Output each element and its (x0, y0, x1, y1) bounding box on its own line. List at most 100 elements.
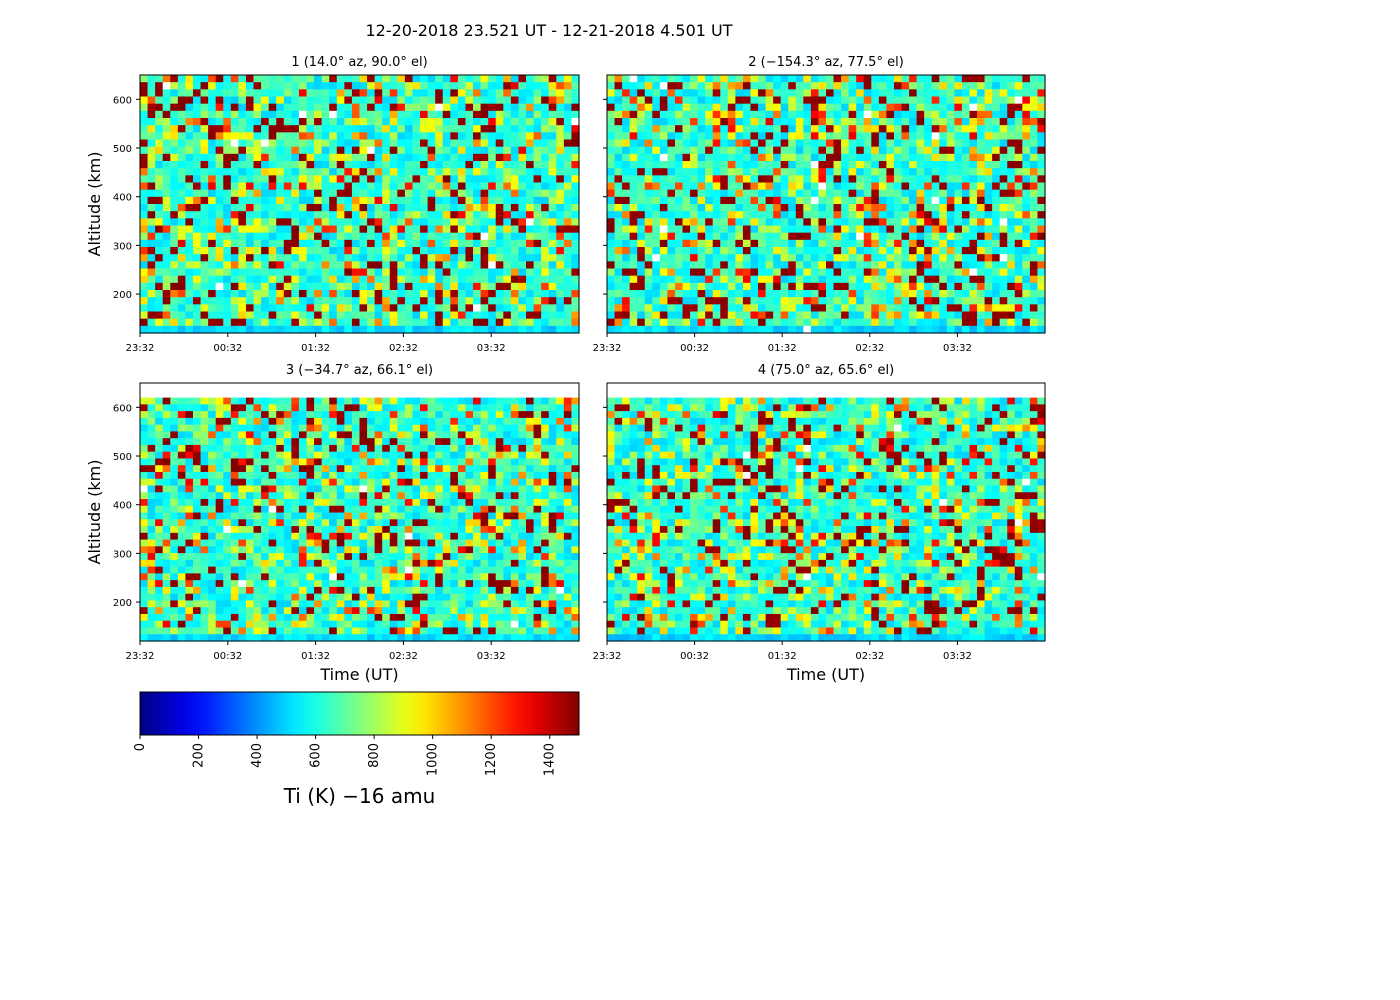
heatmap-cell (245, 153, 255, 162)
heatmap-cell (720, 282, 729, 291)
heatmap-cell (268, 304, 277, 313)
heatmap-cell (833, 268, 842, 277)
heatmap-cell (886, 290, 895, 298)
heatmap-cell (629, 175, 638, 184)
heatmap-cell (984, 254, 993, 262)
heatmap-cell (261, 110, 270, 119)
heatmap-cell (314, 118, 323, 126)
heatmap-cell (758, 325, 767, 334)
heatmap-cell (674, 304, 684, 313)
heatmap-cell (351, 211, 361, 219)
heatmap-cell (541, 290, 550, 298)
heatmap-cell (162, 146, 171, 155)
heatmap-cell (977, 239, 986, 248)
heatmap-cell (614, 82, 623, 90)
heatmap-cell (291, 444, 300, 453)
heatmap-cell (541, 204, 550, 212)
heatmap-cell (276, 218, 285, 227)
heatmap-cell (344, 139, 353, 148)
heatmap-cell (916, 75, 925, 83)
heatmap-cell (1014, 247, 1023, 255)
heatmap-cell (291, 247, 300, 255)
heatmap-cell (192, 634, 202, 642)
heatmap-cell (667, 161, 676, 169)
heatmap-cell (909, 139, 918, 148)
heatmap-cell (230, 485, 239, 493)
heatmap-cell (629, 189, 638, 198)
heatmap-cell (909, 290, 918, 298)
heatmap-cell (705, 211, 714, 219)
heatmap-cell (192, 627, 202, 635)
heatmap-cell (999, 96, 1008, 105)
heatmap-cell (863, 211, 872, 219)
heatmap-cell (652, 225, 661, 234)
heatmap-cell (886, 218, 895, 227)
heatmap-cell (162, 318, 171, 327)
heatmap-cell (510, 311, 520, 320)
heatmap-cell (848, 282, 857, 291)
heatmap-cell (261, 75, 270, 83)
heatmap-cell (758, 282, 767, 291)
heatmap-cell (803, 196, 812, 205)
heatmap-cell (147, 424, 156, 433)
heatmap-cell (871, 254, 880, 262)
heatmap-cell (931, 282, 940, 291)
heatmap-cell (1014, 118, 1023, 126)
heatmap-cell (541, 247, 550, 255)
heatmap-cell (140, 586, 149, 595)
heatmap-cell (961, 75, 971, 83)
heatmap-cell (818, 232, 827, 241)
heatmap-cell (720, 175, 729, 184)
heatmap-cell (765, 182, 774, 191)
heatmap-cell (495, 161, 504, 169)
heatmap-cell (637, 247, 646, 255)
heatmap-cell (1007, 168, 1016, 176)
heatmap-cell (541, 254, 550, 262)
heatmap-cell (420, 218, 429, 227)
heatmap-cell (682, 182, 691, 191)
heatmap-cell (659, 82, 669, 90)
heatmap-cell (788, 204, 797, 212)
heatmap-cell (397, 153, 406, 162)
heatmap-cell (788, 239, 797, 248)
heatmap-cell (230, 182, 239, 191)
heatmap-cell (382, 297, 391, 305)
heatmap-cell (893, 268, 903, 277)
heatmap-cell (969, 161, 978, 169)
heatmap-cell (742, 290, 752, 298)
heatmap-cell (223, 417, 232, 426)
heatmap-cell (230, 607, 239, 615)
heatmap-cell (682, 225, 691, 234)
heatmap-cell (788, 175, 797, 184)
heatmap-cell (306, 110, 315, 119)
heatmap-cell (435, 153, 444, 162)
heatmap-cell (629, 89, 638, 98)
heatmap-cell (856, 247, 865, 255)
heatmap-cell (306, 325, 315, 334)
heatmap-cell (526, 75, 535, 83)
heatmap-cell (541, 232, 550, 241)
heatmap-cell (170, 239, 179, 248)
heatmap-cell (697, 304, 706, 313)
heatmap-cell (780, 318, 789, 327)
heatmap-cell (690, 297, 699, 305)
heatmap-cell (140, 397, 149, 405)
heatmap-cell (427, 168, 436, 176)
heatmap-cell (510, 168, 520, 176)
heatmap-cell (969, 118, 978, 126)
heatmap-cell (1022, 247, 1031, 255)
heatmap-cell (893, 82, 903, 90)
heatmap-cell (780, 196, 789, 205)
heatmap-cell (276, 566, 285, 574)
heatmap-cell (503, 96, 512, 105)
heatmap-cell (637, 89, 646, 98)
heatmap-cell (488, 282, 497, 291)
heatmap-cell (893, 182, 903, 191)
heatmap-cell (548, 282, 557, 291)
heatmap-cell (548, 211, 557, 219)
heatmap-cell (238, 539, 247, 547)
heatmap-cell (629, 218, 638, 227)
heatmap-cell (571, 247, 580, 255)
heatmap-cell (192, 75, 202, 83)
heatmap-cell (946, 232, 955, 241)
